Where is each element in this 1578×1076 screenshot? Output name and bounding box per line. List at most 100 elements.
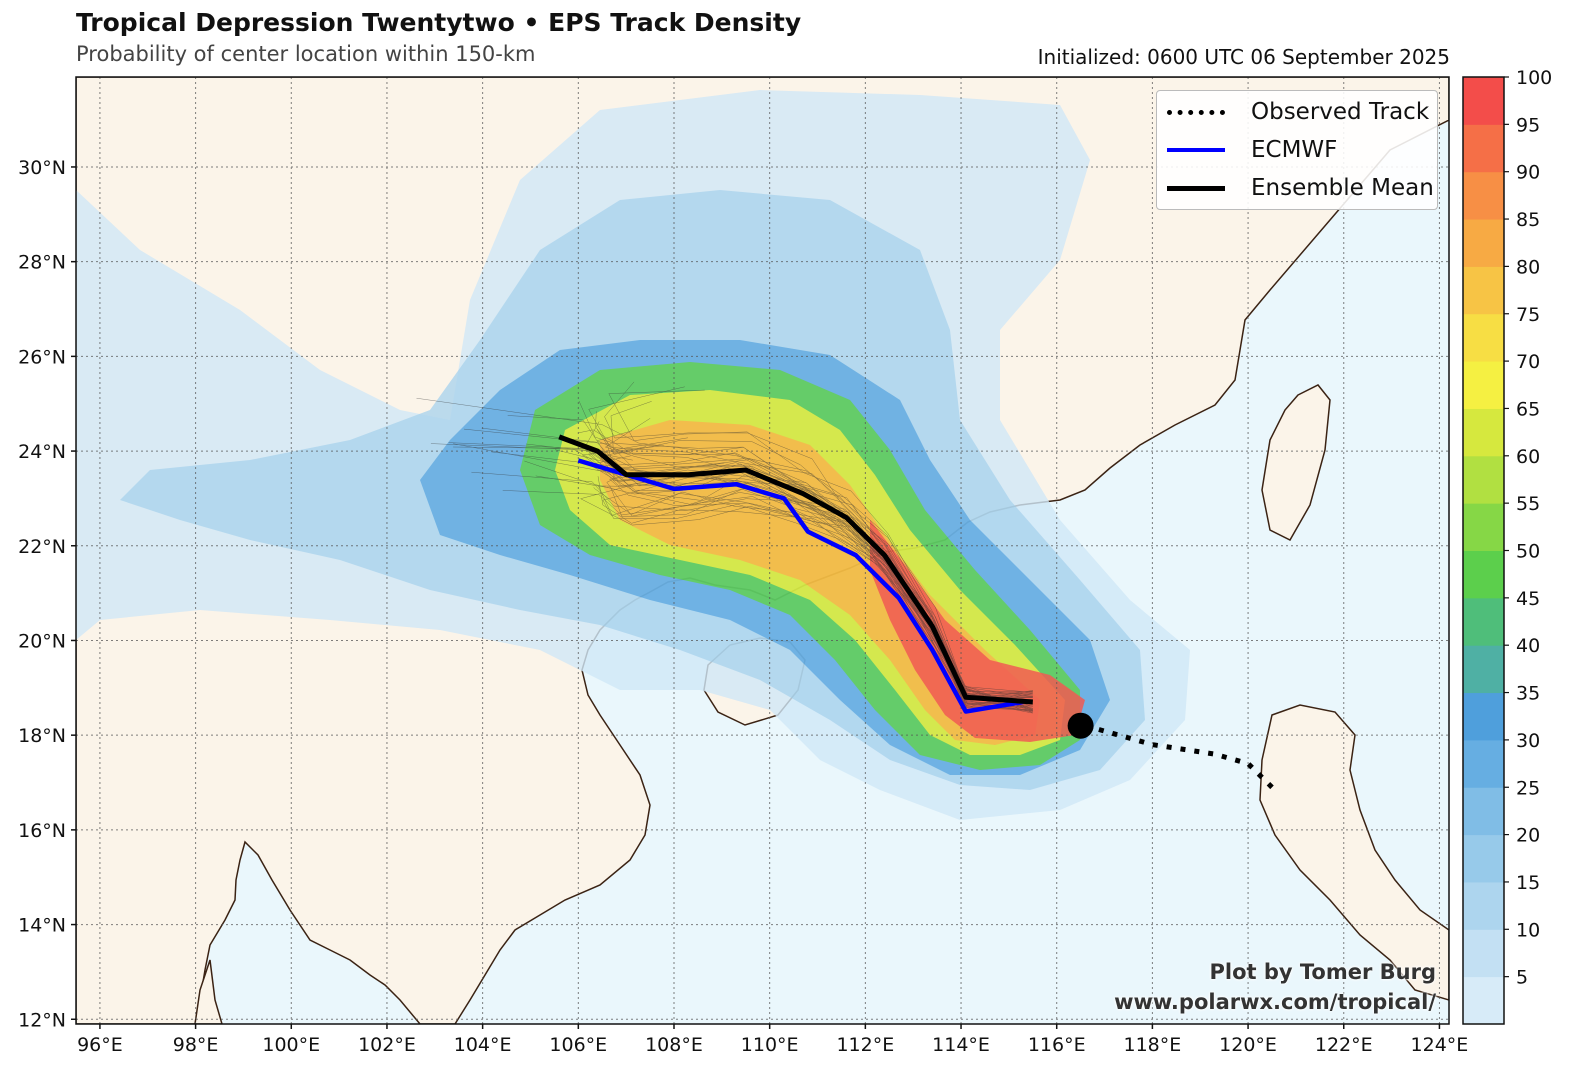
colorbar-label-19: 100 bbox=[1516, 67, 1552, 89]
ensemble-member-track bbox=[608, 389, 1033, 712]
colorbar-label-2: 15 bbox=[1516, 872, 1540, 894]
colorbar-label-15: 80 bbox=[1516, 256, 1540, 278]
lat-tick-label-4: 20°N bbox=[18, 630, 66, 652]
credit-author: Plot by Tomer Burg bbox=[1209, 960, 1437, 984]
colorbar: 5 10 15 20 25 30 35 40 45 50 55 60 65 70 75 80 85 90 95 100 bbox=[1462, 67, 1552, 1025]
lat-tick-label-1: 14°N bbox=[18, 915, 66, 937]
colorbar-segment-2 bbox=[1463, 881, 1504, 930]
colorbar-label-12: 65 bbox=[1516, 398, 1540, 420]
colorbar-label-4: 25 bbox=[1516, 777, 1540, 799]
lat-tick-label-9: 30°N bbox=[18, 157, 66, 179]
lat-tick-label-3: 18°N bbox=[18, 725, 66, 747]
ensemble-member-track bbox=[602, 469, 1033, 701]
colorbar-segment-16 bbox=[1463, 219, 1504, 267]
ensemble-member-track bbox=[579, 485, 1033, 705]
legend-observed: Observed Track bbox=[1167, 97, 1429, 127]
lat-tick-label-8: 28°N bbox=[18, 252, 66, 274]
ecmwf-track bbox=[577, 458, 1024, 714]
colorbar-segment-11 bbox=[1463, 455, 1504, 504]
lon-tick-label-10: 116°E bbox=[1028, 1034, 1086, 1056]
colorbar-segment-9 bbox=[1463, 550, 1504, 599]
lat-tick-label-6: 24°N bbox=[18, 441, 66, 463]
lon-tick-label-1: 98°E bbox=[173, 1034, 219, 1056]
legend-mean-label: Ensemble Mean bbox=[1251, 175, 1434, 201]
ensemble-member-track bbox=[588, 386, 1033, 709]
lon-tick-label-6: 108°E bbox=[645, 1034, 703, 1056]
colorbar-segment-8 bbox=[1463, 597, 1504, 646]
lon-tick-label-8: 112°E bbox=[836, 1034, 894, 1056]
legend-observed-swatch bbox=[1167, 109, 1225, 115]
plot-frame bbox=[75, 76, 1450, 1025]
lon-tick-label-5: 106°E bbox=[549, 1034, 607, 1056]
colorbar-label-13: 70 bbox=[1516, 351, 1540, 373]
legend-ecmwf-swatch bbox=[1167, 148, 1225, 152]
ensemble-member-track bbox=[463, 428, 1033, 693]
colorbar-segment-4 bbox=[1463, 787, 1504, 836]
colorbar-segment-15 bbox=[1463, 266, 1504, 315]
legend-ecmwf: ECMWF bbox=[1167, 135, 1337, 165]
lat-tick-label-0: 12°N bbox=[18, 1009, 66, 1031]
colorbar-label-7: 40 bbox=[1516, 635, 1540, 657]
colorbar-segment-5 bbox=[1463, 739, 1504, 788]
current-position-marker bbox=[1067, 712, 1094, 739]
ensemble-member-track bbox=[524, 460, 1033, 710]
legend-mean-swatch bbox=[1167, 185, 1225, 191]
lat-tick-label-5: 22°N bbox=[18, 536, 66, 558]
lon-tick-label-14: 124°E bbox=[1411, 1034, 1469, 1056]
init-time: Initialized: 0600 UTC 06 September 2025 bbox=[1037, 45, 1450, 69]
colorbar-label-18: 95 bbox=[1516, 114, 1540, 136]
credit-url: www.polarwx.com/tropical/ bbox=[1114, 990, 1436, 1014]
legend-observed-label: Observed Track bbox=[1251, 99, 1430, 125]
lon-tick-label-12: 120°E bbox=[1219, 1034, 1277, 1056]
colorbar-segment-10 bbox=[1463, 503, 1504, 551]
colorbar-label-8: 45 bbox=[1516, 588, 1540, 610]
lon-tick-label-9: 114°E bbox=[932, 1034, 990, 1056]
density-90 bbox=[870, 520, 1085, 742]
colorbar-segment-7 bbox=[1463, 645, 1504, 694]
lon-tick-label-4: 104°E bbox=[454, 1034, 512, 1056]
colorbar-label-3: 20 bbox=[1516, 825, 1540, 847]
legend-mean: Ensemble Mean bbox=[1167, 173, 1434, 203]
colorbar-segment-17 bbox=[1463, 171, 1504, 220]
chart-title: Tropical Depression Twentytwo • EPS Trac… bbox=[76, 8, 802, 37]
chart-subtitle: Probability of center location within 15… bbox=[76, 42, 536, 66]
colorbar-segment-18 bbox=[1463, 124, 1504, 173]
ensemble-member-track bbox=[502, 490, 1033, 697]
colorbar-label-10: 55 bbox=[1516, 493, 1540, 515]
land-taiwan bbox=[1261, 384, 1331, 541]
land-luzon bbox=[1259, 704, 1449, 1001]
lon-tick-label-11: 118°E bbox=[1124, 1034, 1182, 1056]
lon-tick-label-13: 122°E bbox=[1315, 1034, 1373, 1056]
ensemble-member-track bbox=[416, 397, 1033, 698]
colorbar-segment-1 bbox=[1463, 929, 1504, 978]
legend: Observed Track ECMWF Ensemble Mean bbox=[1156, 90, 1438, 210]
ensemble-member-track bbox=[588, 455, 1033, 706]
colorbar-segment-19 bbox=[1463, 77, 1504, 125]
gridlines bbox=[76, 77, 1449, 1024]
lat-tick-label-7: 26°N bbox=[18, 346, 66, 368]
lon-tick-label-7: 110°E bbox=[741, 1034, 799, 1056]
colorbar-segment-14 bbox=[1463, 313, 1504, 362]
observed-track bbox=[1084, 723, 1274, 790]
land-malay-peninsula bbox=[194, 959, 223, 1024]
colorbar-label-5: 30 bbox=[1516, 730, 1540, 752]
ensemble-mean-track bbox=[558, 434, 1033, 705]
lat-tick-label-2: 16°N bbox=[18, 820, 66, 842]
colorbar-segment-3 bbox=[1463, 834, 1504, 883]
legend-ecmwf-label: ECMWF bbox=[1251, 137, 1338, 163]
colorbar-label-11: 60 bbox=[1516, 446, 1540, 468]
colorbar-label-9: 50 bbox=[1516, 541, 1540, 563]
colorbar-label-1: 10 bbox=[1516, 919, 1540, 941]
colorbar-segment-6 bbox=[1463, 692, 1504, 741]
colorbar-segment-12 bbox=[1463, 408, 1504, 457]
colorbar-label-16: 85 bbox=[1516, 209, 1540, 231]
lon-tick-label-2: 100°E bbox=[262, 1034, 320, 1056]
colorbar-label-17: 90 bbox=[1516, 162, 1540, 184]
lon-tick-label-0: 96°E bbox=[77, 1034, 123, 1056]
colorbar-segment-13 bbox=[1463, 361, 1504, 409]
lon-tick-label-3: 102°E bbox=[358, 1034, 416, 1056]
colorbar-label-6: 35 bbox=[1516, 683, 1540, 705]
colorbar-segment-0 bbox=[1463, 976, 1504, 1025]
colorbar-label-0: 5 bbox=[1516, 967, 1528, 989]
